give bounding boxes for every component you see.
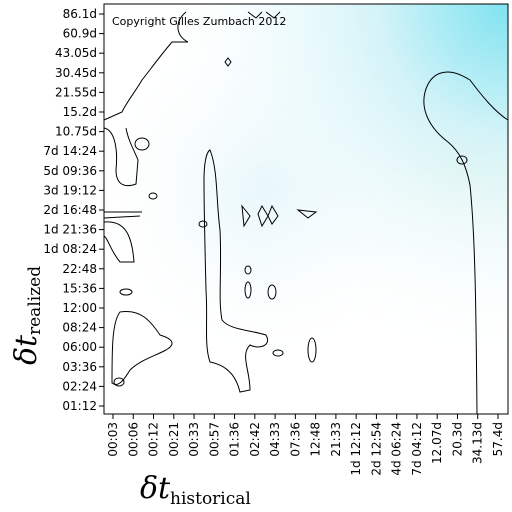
y-tick-label: 21.55d	[55, 85, 97, 99]
x-tick-label: 12:48	[309, 422, 323, 457]
x-tick-label: 07:36	[288, 422, 302, 457]
x-tick-label: 00:12	[147, 422, 161, 457]
x-tick-label: 04:33	[268, 422, 282, 457]
y-tick-label: 86.1d	[63, 7, 97, 21]
y-tick-label: 43.05d	[55, 46, 97, 60]
x-tick-label: 00:21	[167, 422, 181, 457]
x-tick-label: 7d 04:12	[410, 422, 424, 476]
x-axis-label: δt historical	[140, 471, 251, 509]
plot-area	[104, 4, 508, 414]
y-label: δt	[9, 334, 44, 365]
y-tick-label: 03:36	[62, 360, 97, 374]
y-tick-label: 15:36	[62, 281, 97, 295]
x-tick-label: 20.3d	[450, 422, 464, 456]
x-tick-label: 2d 12:54	[369, 422, 383, 476]
y-tick-label: 10.75d	[55, 125, 97, 139]
y-axis-label: δt realized	[9, 266, 45, 365]
x-tick-label: 00:06	[126, 422, 140, 457]
x-tick-label: 4d 06:24	[390, 422, 404, 476]
y-tick-label: 3d 19:12	[43, 183, 97, 197]
x-tick-label: 01:36	[228, 422, 242, 457]
y-tick-label: 1d 21:36	[43, 223, 97, 237]
x-tick-label: 21:33	[329, 422, 343, 457]
x-label: δt	[140, 471, 171, 506]
contours	[103, 11, 509, 415]
y-tick-label: 06:00	[62, 340, 97, 354]
x-tick-label: 57.4d	[491, 422, 505, 456]
y-tick-label: 7d 14:24	[43, 144, 97, 158]
x-tick-label: 00:33	[187, 422, 201, 457]
y-tick-label: 5d 09:36	[43, 164, 97, 178]
y-tick-label: 02:24	[62, 379, 97, 393]
x-tick-label: 00:03	[106, 422, 120, 457]
y-tick-label: 08:24	[62, 321, 97, 335]
y-tick-label: 2d 16:48	[43, 203, 97, 217]
x-tick-label: 00:57	[207, 422, 221, 457]
annotation: Copyright Gilles Zumbach 2012	[112, 15, 286, 28]
y-tick-label: 01:12	[62, 399, 97, 413]
x-tick-label: 34.13d	[471, 422, 485, 464]
y-tick-label: 1d 08:24	[43, 242, 97, 256]
y-tick-label: 30.45d	[55, 66, 97, 80]
x-tick-label: 12.07d	[430, 422, 444, 464]
y-tick-label: 15.2d	[63, 105, 97, 119]
y-tick-label: 22:48	[62, 262, 97, 276]
plot-frame	[103, 3, 509, 415]
y-tick-label: 60.9d	[63, 27, 97, 41]
x-label-subscript: historical	[170, 489, 251, 509]
x-tick-label: 02:42	[248, 422, 262, 457]
y-tick-label: 12:00	[62, 301, 97, 315]
x-tick-label: 1d 12:12	[349, 422, 363, 476]
y-label-subscript: realized	[25, 266, 45, 335]
